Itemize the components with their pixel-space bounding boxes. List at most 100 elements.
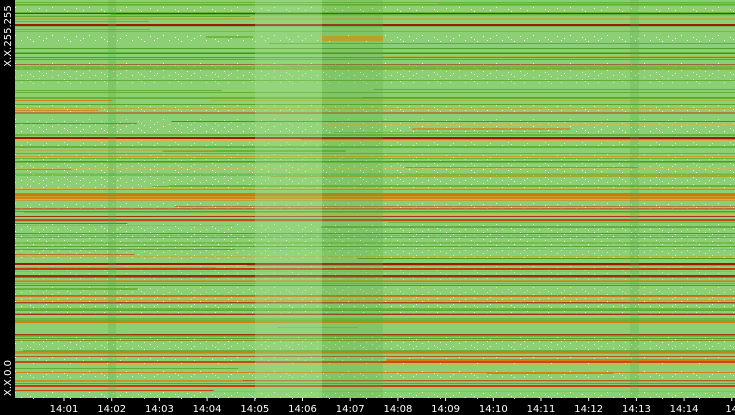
noise-row <box>15 392 735 399</box>
heat-stripe <box>15 263 735 265</box>
heat-stripe <box>283 65 735 66</box>
heat-stripe <box>15 64 735 65</box>
time-band <box>322 0 383 398</box>
heat-stripe <box>15 303 735 304</box>
heat-stripe <box>15 283 735 284</box>
heat-stripe <box>387 222 735 223</box>
noise-row <box>15 7 735 14</box>
heat-stripe <box>277 327 359 328</box>
x-tick-label: 14:14 <box>670 404 699 415</box>
noise-row <box>15 343 735 350</box>
heat-stripe <box>15 13 735 14</box>
heat-stripe <box>15 249 235 250</box>
heat-stripe <box>15 12 735 13</box>
heat-stripe <box>15 189 735 190</box>
heat-stripe <box>15 390 214 391</box>
heat-stripe <box>320 226 735 228</box>
heat-stripe <box>15 361 735 363</box>
heat-stripe <box>15 174 735 176</box>
heat-stripe <box>15 237 735 238</box>
heat-block <box>322 36 383 41</box>
heat-stripe <box>15 208 735 209</box>
x-tick-label: 14:06 <box>288 404 317 415</box>
heat-stripe <box>15 368 239 369</box>
x-tick-label: 14:05 <box>240 404 269 415</box>
heat-stripe <box>269 43 735 44</box>
heat-stripe <box>15 48 735 49</box>
heat-stripe <box>15 156 735 157</box>
noise-row <box>15 301 735 308</box>
heat-stripe <box>15 308 735 309</box>
heat-stripe <box>15 353 735 354</box>
x-tick-label: 14:04 <box>193 404 222 415</box>
noise-row <box>15 168 735 175</box>
heat-stripe <box>15 223 128 224</box>
heat-stripe <box>15 4 735 5</box>
heat-stripe <box>15 221 735 222</box>
noise-row <box>15 231 735 238</box>
heat-stripe <box>15 92 735 93</box>
x-tick-label: 14:11 <box>527 404 556 415</box>
x-tick-label: 14:12 <box>574 404 603 415</box>
heat-stripe <box>15 26 735 27</box>
heat-stripe <box>15 59 735 60</box>
heat-stripe <box>15 57 735 58</box>
heat-stripe <box>200 214 735 215</box>
heat-stripe <box>15 233 735 234</box>
heat-stripe <box>486 373 614 374</box>
heat-stripe <box>15 193 735 194</box>
x-tick-label: 14:03 <box>145 404 174 415</box>
heat-stripe <box>362 97 735 98</box>
heat-stripe <box>15 381 735 382</box>
heat-stripe <box>437 3 735 4</box>
heat-stripe <box>15 209 735 210</box>
heat-stripe <box>15 225 234 226</box>
heat-stripe <box>15 219 735 221</box>
heat-stripe <box>15 140 735 141</box>
heat-stripe <box>15 173 735 174</box>
heat-stripe <box>405 167 638 168</box>
heat-stripe <box>15 141 735 142</box>
heat-stripe <box>15 249 735 250</box>
noise-row <box>15 308 735 315</box>
heat-stripe <box>15 391 735 392</box>
heat-stripe <box>15 281 735 282</box>
heat-stripe <box>15 383 735 384</box>
noise-row <box>15 336 735 343</box>
noise-row <box>15 238 735 245</box>
noise-row <box>15 287 735 294</box>
heat-stripe <box>15 21 149 22</box>
time-band <box>255 0 322 398</box>
heat-stripe <box>20 393 86 394</box>
x-tick-label: 14:09 <box>431 404 460 415</box>
heat-stripe <box>381 56 735 57</box>
heat-stripe <box>15 318 735 320</box>
heat-stripe <box>15 198 735 199</box>
heat-stripe <box>270 176 735 177</box>
heat-stripe <box>386 359 735 361</box>
heat-stripe <box>168 185 735 186</box>
heat-stripe <box>15 112 735 114</box>
noise-row <box>15 252 735 259</box>
heat-stripe <box>15 335 735 336</box>
heat-stripe <box>15 80 735 81</box>
noise-row <box>15 245 735 252</box>
heat-stripe <box>15 52 735 53</box>
x-tick-label: 14:02 <box>97 404 126 415</box>
heat-stripe <box>15 196 735 197</box>
heat-stripe <box>15 277 735 278</box>
noise-row <box>15 357 735 364</box>
heat-stripe <box>206 36 253 38</box>
heat-stripe <box>15 134 735 136</box>
heat-stripe <box>15 300 735 301</box>
x-tick-label: 14:07 <box>336 404 365 415</box>
heat-stripe <box>15 268 735 270</box>
heat-stripe <box>15 188 735 189</box>
heat-stripe <box>15 110 99 111</box>
heat-stripe <box>15 150 216 151</box>
heat-stripe <box>15 108 735 109</box>
heat-stripe <box>15 295 735 296</box>
x-tick-label: 14:10 <box>479 404 508 415</box>
noise-row <box>15 154 735 161</box>
heat-stripe <box>15 90 222 91</box>
